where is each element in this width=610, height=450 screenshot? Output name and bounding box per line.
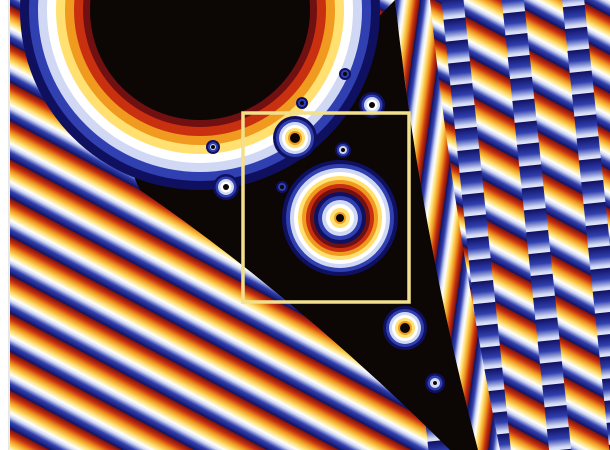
ring-core <box>400 323 410 333</box>
ring-core <box>341 148 345 152</box>
ring-core <box>90 0 310 120</box>
selection-rectangle[interactable] <box>241 111 411 304</box>
ring-core <box>290 133 300 143</box>
band-edge <box>395 0 500 450</box>
ring-core <box>369 102 375 108</box>
ring-core <box>300 101 304 105</box>
ring-core <box>336 214 344 222</box>
ring-group <box>20 0 445 393</box>
ring-core <box>280 185 284 189</box>
ring-core <box>211 145 215 149</box>
ring-core <box>343 72 347 76</box>
ring-core <box>433 381 437 385</box>
ring-core <box>223 184 229 190</box>
left-edge <box>8 0 10 450</box>
